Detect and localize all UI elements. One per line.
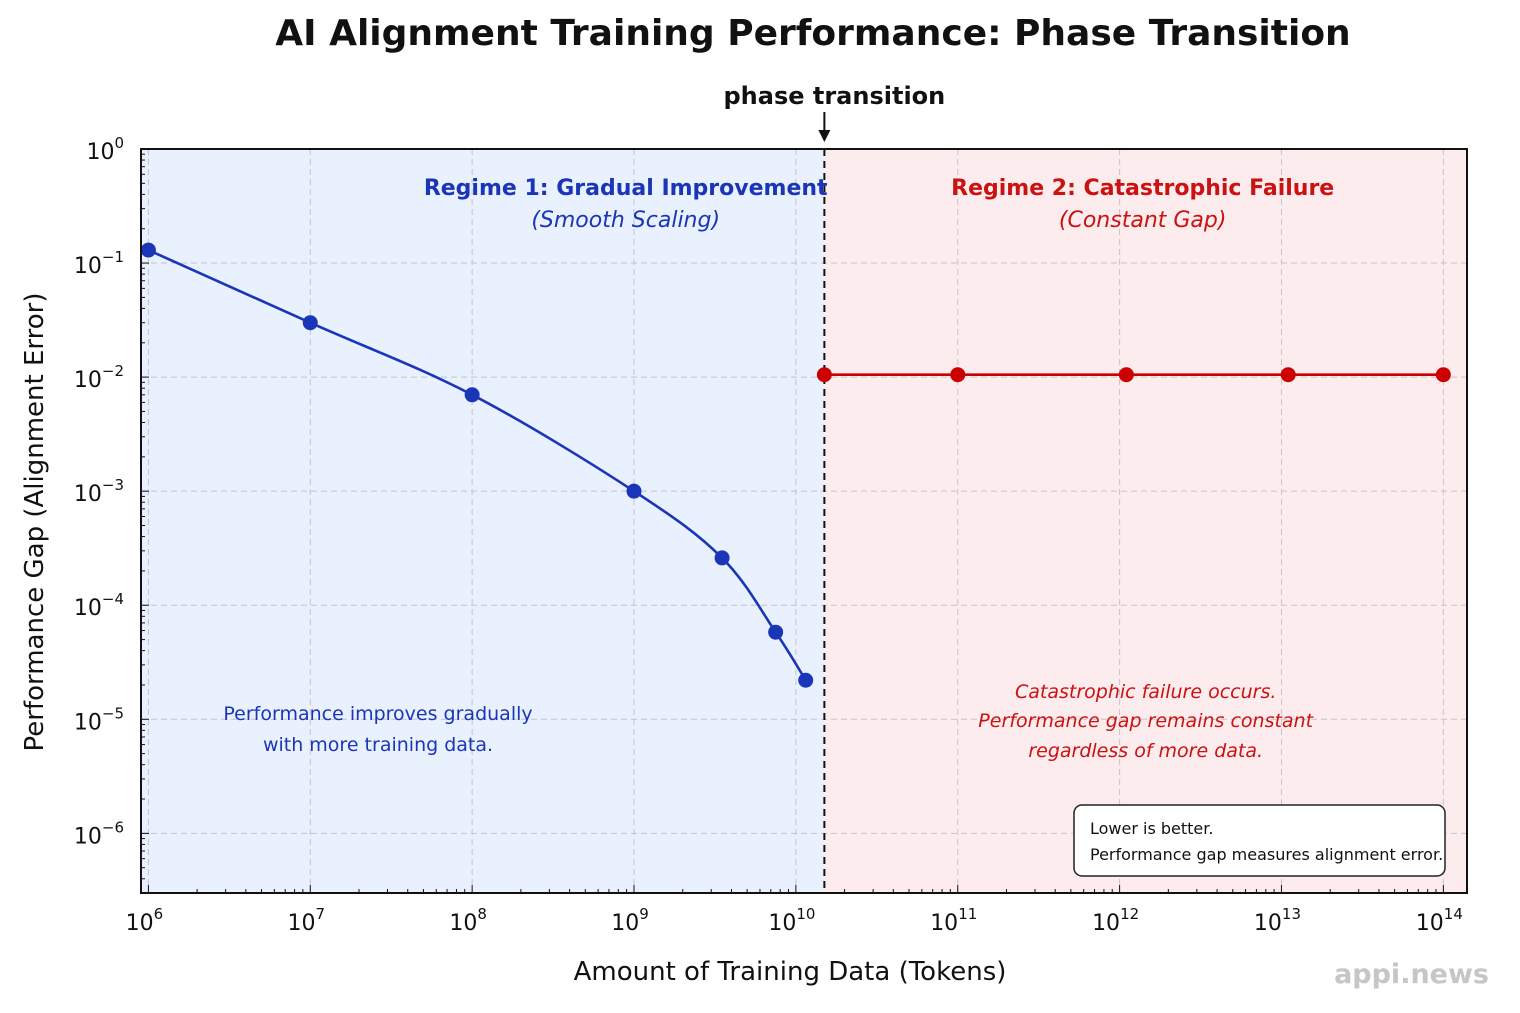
x-tick-label: 109 xyxy=(611,905,649,936)
x-tick-label: 1012 xyxy=(1092,905,1139,936)
y-tick-label: 10−6 xyxy=(74,818,124,849)
data-point xyxy=(1118,367,1134,383)
x-axis-label: Amount of Training Data (Tokens) xyxy=(574,957,1007,987)
regime-1-note-line: with more training data. xyxy=(263,734,493,756)
data-point xyxy=(816,367,832,383)
x-tick-labels: 106 107 108 109 1010 1011 1012 1013 1014 xyxy=(126,905,1463,936)
phase-transition-arrow-icon xyxy=(818,112,831,142)
regime-2-title: Regime 2: Catastrophic Failure xyxy=(951,176,1334,201)
x-tick-label: 106 xyxy=(126,905,164,936)
data-point xyxy=(1280,367,1296,383)
x-tick-label: 107 xyxy=(288,905,326,936)
data-point xyxy=(798,672,814,688)
regime-2-region xyxy=(824,149,1467,893)
y-tick-label: 10−5 xyxy=(74,704,124,735)
y-tick-label: 10−1 xyxy=(74,248,124,279)
x-tick-label: 1011 xyxy=(930,905,977,936)
data-point xyxy=(302,315,318,331)
data-point xyxy=(1435,367,1451,383)
regime-1-title: Regime 1: Gradual Improvement xyxy=(424,176,828,201)
legend-line: Lower is better. xyxy=(1090,819,1213,838)
phase-transition-label: phase transition xyxy=(723,82,945,110)
y-tick-label: 10−3 xyxy=(74,476,124,507)
regime-2-note-line: Catastrophic failure occurs. xyxy=(1015,681,1276,703)
regime-1-region xyxy=(141,149,825,893)
regime-1-subtitle: (Smooth Scaling) xyxy=(531,208,720,233)
regime-2-note-line: regardless of more data. xyxy=(1028,740,1263,762)
regime-2-subtitle: (Constant Gap) xyxy=(1059,208,1227,233)
plot-frame xyxy=(140,148,1468,894)
y-tick-label: 10−4 xyxy=(74,590,124,621)
x-tick-label: 1014 xyxy=(1416,905,1463,936)
data-point xyxy=(626,483,642,499)
data-point xyxy=(768,624,784,640)
data-point xyxy=(950,367,966,383)
regime-2-note-line: Performance gap remains constant xyxy=(978,710,1314,732)
data-points xyxy=(140,242,1451,688)
legend-box xyxy=(1073,804,1446,877)
x-tick-label: 1013 xyxy=(1254,905,1301,936)
data-point xyxy=(140,242,156,258)
y-tick-label: 10−2 xyxy=(74,362,124,393)
y-axis-label: Performance Gap (Alignment Error) xyxy=(20,292,50,751)
legend-line: Performance gap measures alignment error… xyxy=(1090,845,1443,864)
data-point xyxy=(464,387,480,403)
watermark: appi.news xyxy=(1334,959,1489,990)
x-tick-label: 1010 xyxy=(768,905,815,936)
y-tick-labels: 100 10−1 10−2 10−3 10−4 10−5 10−6 xyxy=(74,134,124,849)
data-point xyxy=(714,550,730,566)
x-tick-label: 108 xyxy=(449,905,487,936)
chart-title: AI Alignment Training Performance: Phase… xyxy=(275,13,1350,54)
y-tick-label: 100 xyxy=(86,134,124,165)
series-line-regime-1 xyxy=(147,248,807,681)
regime-1-note-line: Performance improves gradually xyxy=(223,703,532,725)
